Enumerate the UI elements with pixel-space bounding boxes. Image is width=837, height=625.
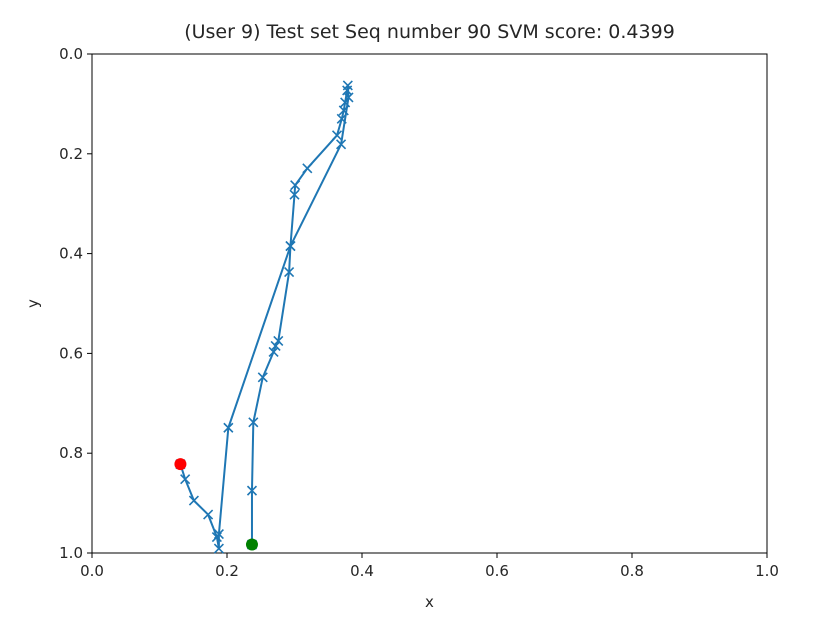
x-tick-label: 0.6: [485, 562, 509, 580]
plot-area: [91, 53, 768, 554]
x-marker: [338, 105, 349, 116]
x-marker: [285, 241, 296, 252]
x-marker: [284, 266, 295, 278]
x-marker: [340, 97, 351, 108]
x-marker: [331, 130, 343, 141]
x-tick-label: 1.0: [755, 562, 779, 580]
x-marker: [188, 495, 199, 506]
end-point-marker: [174, 458, 187, 471]
series-layer: [174, 80, 354, 554]
chart-title: (User 9) Test set Seq number 90 SVM scor…: [184, 21, 675, 43]
y-tick-label: 0.6: [59, 344, 83, 362]
trajectory-line: [179, 84, 350, 550]
x-marker: [302, 163, 313, 174]
x-marker: [273, 335, 284, 346]
x-tick-label: 0.2: [215, 562, 239, 580]
x-marker: [270, 340, 281, 351]
y-tick-label: 0.2: [59, 145, 83, 163]
y-tick-label: 0.0: [59, 45, 83, 63]
x-marker: [180, 474, 191, 485]
x-marker: [248, 417, 259, 428]
y-tick-label: 1.0: [59, 544, 83, 562]
x-axis-label: x: [425, 593, 434, 611]
x-marker: [343, 92, 354, 103]
x-marker: [223, 422, 234, 433]
x-marker: [213, 543, 224, 554]
x-marker: [289, 189, 300, 200]
x-marker: [246, 485, 258, 496]
x-marker: [257, 372, 268, 383]
x-marker: [268, 346, 279, 357]
y-axis-ticks: 0.0 0.2 0.4 0.6 0.8 1.0: [59, 45, 92, 562]
y-tick-label: 0.8: [59, 444, 83, 462]
x-tick-label: 0.0: [80, 562, 104, 580]
x-marker: [336, 139, 347, 150]
x-marker: [203, 509, 214, 520]
x-tick-label: 0.4: [350, 562, 374, 580]
x-tick-label: 0.8: [620, 562, 644, 580]
start-point-marker: [245, 538, 258, 551]
x-marker: [211, 531, 222, 543]
x-marker: [342, 80, 353, 91]
y-axis-label: y: [24, 299, 42, 308]
y-tick-label: 0.4: [59, 245, 83, 263]
x-marker: [336, 113, 347, 124]
x-axis-ticks: 0.0 0.2 0.4 0.6 0.8 1.0: [80, 553, 779, 580]
x-marker: [290, 180, 301, 191]
